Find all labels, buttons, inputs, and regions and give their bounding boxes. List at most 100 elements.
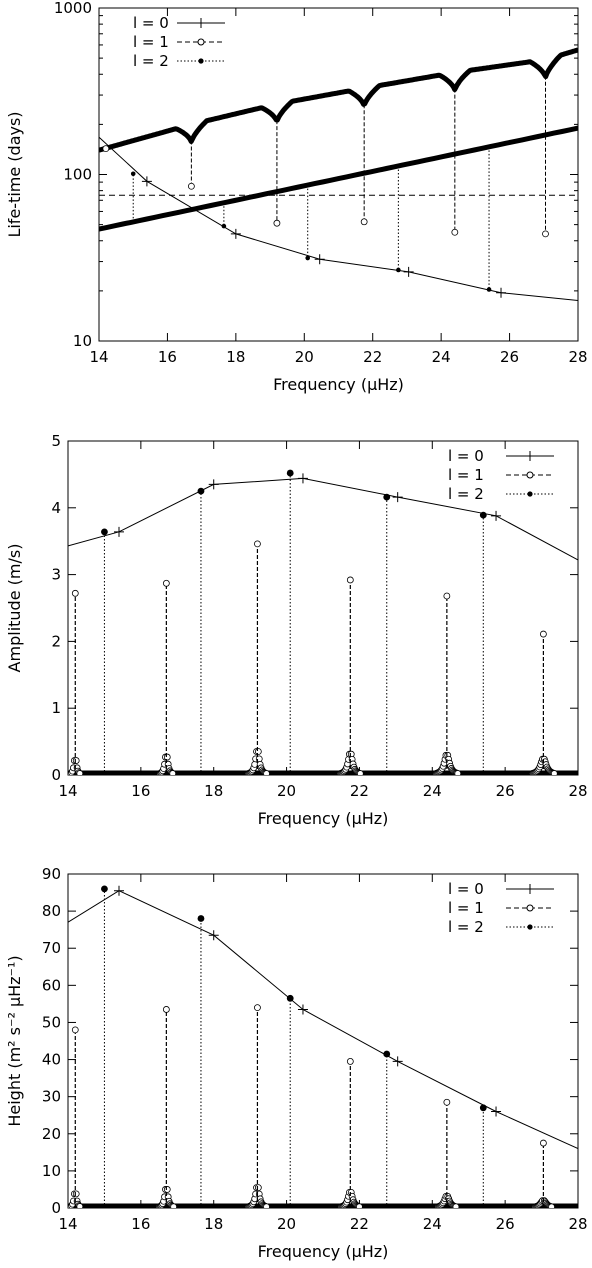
y-tick-label: 2 xyxy=(51,632,61,650)
y-tick-label: 70 xyxy=(42,939,61,957)
l0-point xyxy=(208,479,219,490)
plot-frame xyxy=(98,7,579,342)
x-tick-label: 18 xyxy=(204,782,223,800)
plot-frame xyxy=(67,440,579,776)
l1-peak-point xyxy=(169,770,177,775)
l1-peak-point xyxy=(356,770,364,775)
l1-peak-point xyxy=(162,1006,170,1013)
plot-area xyxy=(68,469,578,775)
x-tick-label: 14 xyxy=(89,348,108,366)
l1-point xyxy=(102,145,110,153)
y-tick-label: 60 xyxy=(42,976,61,994)
x-tick-label: 28 xyxy=(568,782,587,800)
l1-peak-point xyxy=(254,1004,261,1011)
legend: l = 0l = 1l = 2 xyxy=(448,880,554,936)
legend-label-l0: l = 0 xyxy=(133,14,169,32)
legend-label-l1: l = 1 xyxy=(448,466,484,484)
x-tick-label: 20 xyxy=(295,348,314,366)
l2-point xyxy=(101,528,108,536)
x-tick-label: 16 xyxy=(131,782,150,800)
legend-label-l2: l = 2 xyxy=(448,485,484,503)
l1-peak-point xyxy=(254,1184,262,1192)
legend-label-l0: l = 0 xyxy=(448,880,484,898)
l1-peak-point xyxy=(539,1139,547,1147)
chart-panel-1: 14 16 18 20 22 24 26 28 10 100 1000 Frequency (μHz)… xyxy=(5,0,588,394)
l1-peak-point xyxy=(263,1203,270,1208)
x-tick-label: 22 xyxy=(350,782,369,800)
y-axis-label: Amplitude (m/s) xyxy=(5,544,24,673)
l1-peak-point xyxy=(356,1203,363,1208)
x-axis-label: Frequency (μHz) xyxy=(273,375,404,394)
l1-peak-point xyxy=(76,1203,84,1208)
legend-marker-circle xyxy=(526,904,534,912)
l1-peak-point xyxy=(452,1203,460,1208)
l0-line xyxy=(68,477,578,561)
legend-label-l1: l = 1 xyxy=(133,33,169,51)
y-tick-label: 1000 xyxy=(54,0,92,17)
l0-point xyxy=(208,930,219,941)
y-tick-label: 4 xyxy=(51,499,61,517)
legend-marker-plus xyxy=(525,884,535,894)
l0-line xyxy=(68,890,578,1150)
l0-point xyxy=(403,266,414,277)
l1-peak-point xyxy=(71,1026,79,1034)
x-tick-label: 24 xyxy=(423,1215,442,1233)
l2-point xyxy=(197,915,205,922)
plot-area xyxy=(99,47,578,301)
l1-peak-point xyxy=(254,540,261,548)
legend-marker-circle xyxy=(526,471,534,479)
l1-peak-point xyxy=(346,576,354,584)
l1-peak-point xyxy=(72,1190,80,1198)
l1-peak-point xyxy=(162,579,170,587)
x-tick-label: 26 xyxy=(496,782,515,800)
x-tick-label: 14 xyxy=(58,782,77,800)
legend-marker-dot xyxy=(527,924,533,930)
l0-point xyxy=(392,1056,403,1067)
x-tick-label: 28 xyxy=(568,348,587,366)
x-tick-label: 24 xyxy=(432,348,451,366)
legend-marker-plus xyxy=(525,451,535,461)
l1-peak-point xyxy=(163,753,171,761)
chart-panel-3: 14 16 18 20 22 24 26 28 0 10 20 30 40 50 60 70 80 90 Frequ… xyxy=(5,865,588,1261)
l1-lifetime-envelope xyxy=(99,47,578,153)
l0-point xyxy=(491,510,502,521)
plot-frame xyxy=(67,873,579,1209)
legend: l = 0l = 1l = 2 xyxy=(448,447,554,503)
l0-point xyxy=(297,1004,308,1015)
x-tick-label: 24 xyxy=(423,782,442,800)
legend-marker-dot xyxy=(527,491,533,497)
x-tick-label: 18 xyxy=(226,348,245,366)
l0-point xyxy=(114,885,124,896)
y-axis-label: Height (m² s⁻² μHz⁻¹) xyxy=(5,955,24,1126)
x-tick-label: 20 xyxy=(277,1215,296,1233)
l1-point xyxy=(360,218,368,226)
x-tick-label: 22 xyxy=(363,348,382,366)
x-tick-label: 16 xyxy=(131,1215,150,1233)
l0-point xyxy=(314,254,325,265)
l2-point xyxy=(479,511,487,519)
y-tick-label: 0 xyxy=(51,766,61,784)
l2-point xyxy=(383,1050,391,1058)
l1-peak-point xyxy=(550,770,558,775)
legend-label-l0: l = 0 xyxy=(448,447,484,465)
l2-point xyxy=(101,885,108,893)
l0-point xyxy=(230,228,241,239)
x-tick-label: 22 xyxy=(350,1215,369,1233)
l1-point xyxy=(273,219,281,227)
l1-peak-point xyxy=(71,589,79,597)
l1-point xyxy=(451,228,459,236)
y-tick-label: 40 xyxy=(42,1051,61,1069)
l2-point xyxy=(479,1104,487,1112)
y-tick-label: 30 xyxy=(42,1088,61,1106)
l0-point xyxy=(297,473,308,484)
plot-area xyxy=(68,885,578,1208)
l0-point xyxy=(141,176,152,187)
l2-point xyxy=(221,223,227,229)
chart-panel-2: 14 16 18 20 22 24 26 28 0 1 2 3 4 5 Frequency (μHz) Amp… xyxy=(5,432,588,828)
y-tick-label: 50 xyxy=(42,1013,61,1031)
l0-point xyxy=(392,492,403,503)
l1-peak-point xyxy=(76,770,84,775)
y-tick-label: 90 xyxy=(42,865,61,883)
legend-marker-plus xyxy=(196,18,206,28)
